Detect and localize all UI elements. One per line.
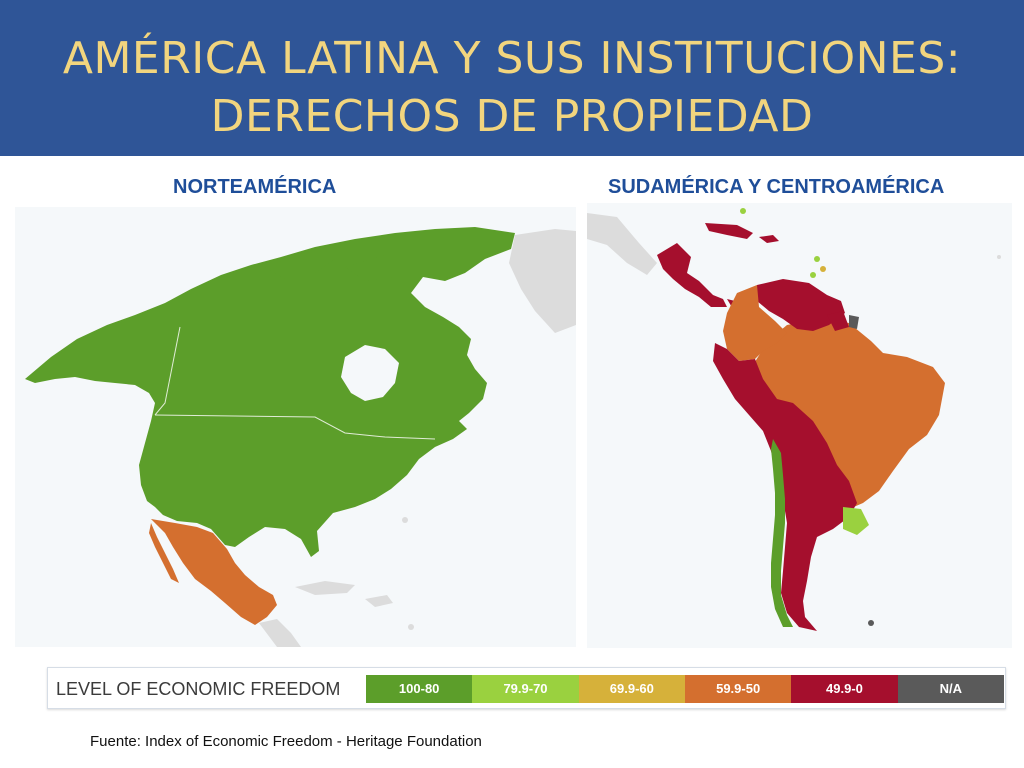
- central-america-shape: [657, 243, 727, 307]
- usa-canada-border: [154, 414, 436, 440]
- island-dot: [997, 255, 1001, 259]
- alaska-border: [154, 326, 181, 416]
- source-citation: Fuente: Index of Economic Freedom - Heri…: [90, 733, 482, 750]
- island-dot: [408, 624, 414, 630]
- caribbean-island-dot: [814, 256, 820, 262]
- title-bar: AMÉRICA LATINA Y SUS INSTITUCIONES: DERE…: [0, 0, 1024, 156]
- legend-swatch-79-70[interactable]: 79.9-70: [472, 675, 579, 703]
- legend-swatch-49-0[interactable]: 49.9-0: [791, 675, 898, 703]
- caribbean-island-dot: [810, 272, 816, 278]
- usa-canada-shape: [25, 227, 515, 557]
- falklands-dot: [868, 620, 874, 626]
- chile-shape: [771, 439, 793, 627]
- north-america-label: NORTEAMÉRICA: [173, 176, 337, 198]
- caribbean-island-dot: [820, 266, 826, 272]
- legend-swatch-na[interactable]: N/A: [897, 675, 1004, 703]
- haiti-dr-shape: [759, 235, 779, 243]
- legend-scale: 100-80 79.9-70 69.9-60 59.9-50 49.9-0 N/…: [366, 675, 1004, 703]
- economic-freedom-legend: LEVEL OF ECONOMIC FREEDOM 100-80 79.9-70…: [47, 667, 1006, 709]
- south-central-america-label: SUDAMÉRICA Y CENTROAMÉRICA: [608, 176, 945, 198]
- colombia-shape: [723, 285, 787, 361]
- north-america-map[interactable]: [15, 207, 576, 647]
- mexico-corner-shape: [587, 213, 657, 275]
- legend-swatch-100-80[interactable]: 100-80: [366, 675, 473, 703]
- island-dot: [402, 517, 408, 523]
- baja-california-shape: [149, 523, 179, 583]
- suriname-shape: [827, 311, 849, 331]
- legend-swatch-59-50[interactable]: 59.9-50: [684, 675, 792, 703]
- caribbean-island-dot: [740, 208, 746, 214]
- slide-title-line1: AMÉRICA LATINA Y SUS INSTITUCIONES:: [62, 33, 962, 84]
- legend-swatch-69-60[interactable]: 69.9-60: [578, 675, 685, 703]
- central-america-shape: [259, 619, 301, 647]
- slide-title-line2: DERECHOS DE PROPIEDAD: [210, 91, 814, 142]
- cuba-shape: [705, 223, 753, 239]
- south-central-america-map-graphic: [587, 208, 1001, 631]
- french-guiana-shape: [849, 315, 859, 329]
- uruguay-shape: [843, 507, 869, 535]
- andes-red-shape: [713, 343, 857, 631]
- venezuela-shape: [757, 279, 845, 331]
- arctic-islands-shape: [265, 253, 415, 281]
- legend-title: LEVEL OF ECONOMIC FREEDOM: [56, 679, 341, 699]
- brazil-shape: [745, 319, 945, 509]
- north-america-map-graphic: [25, 227, 576, 647]
- greenland-shape: [509, 229, 576, 333]
- mexico-shape: [151, 519, 277, 625]
- south-central-america-map[interactable]: [587, 203, 1012, 648]
- hudson-bay-shape: [341, 345, 399, 401]
- caribbean-shape: [295, 581, 393, 607]
